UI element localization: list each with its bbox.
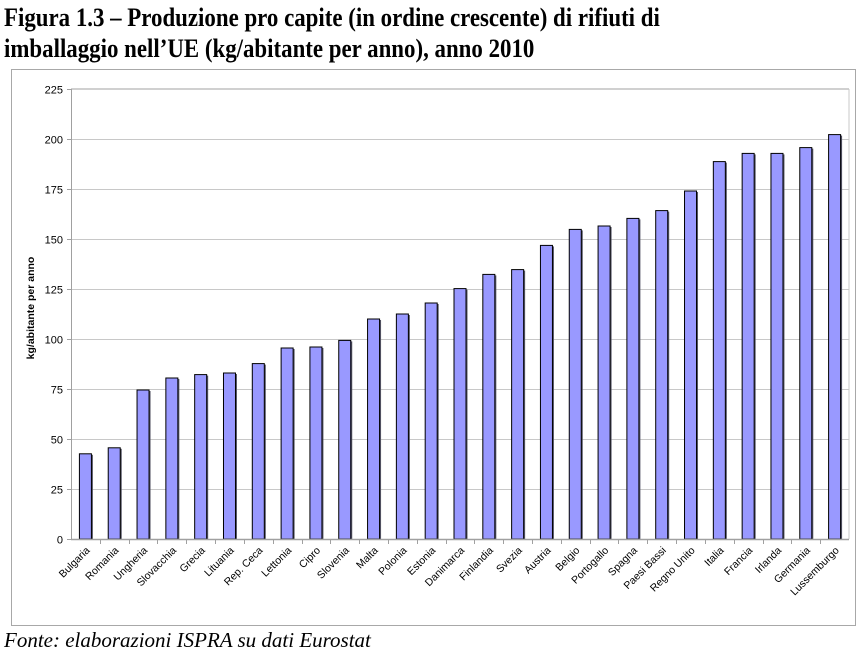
y-tick-label: 75 (51, 385, 63, 397)
bar (655, 210, 669, 540)
bar-polonia (395, 313, 410, 540)
bar-regno-unito (684, 190, 699, 540)
bar-malta (367, 318, 382, 540)
bar (222, 372, 236, 540)
bar-ungheria (136, 389, 151, 540)
bar (395, 313, 409, 540)
y-tick-label: 50 (51, 435, 63, 447)
bar-svezia (511, 269, 526, 540)
bar-spagna (626, 217, 641, 540)
bar-cipro (309, 346, 324, 540)
bar (799, 147, 813, 540)
bar-francia (741, 152, 756, 540)
bar-paesi-bassi (655, 210, 670, 540)
bar (309, 346, 323, 540)
bar-romania (107, 447, 122, 540)
bar-austria (539, 244, 554, 540)
bar (280, 347, 294, 540)
x-tick-label: Malta (354, 545, 381, 572)
bar (828, 134, 842, 540)
bar-slovacchia (165, 377, 180, 540)
figure-title-line-1: Figura 1.3 – Produzione pro capite (in o… (4, 3, 660, 32)
y-tick-label: 125 (45, 285, 63, 297)
bar (367, 318, 381, 540)
y-axis-label: kg/abitante per anno (25, 257, 37, 360)
x-tick-label: Slovenia (315, 545, 352, 582)
bar (251, 363, 265, 540)
bar (741, 152, 755, 540)
figure-title-line-2: imballaggio nell’UE (kg/abitante per ann… (4, 34, 535, 63)
x-axis-labels: BulgariaRomaniaUngheriaSlovacchiaGreciaL… (57, 545, 842, 599)
bar (770, 152, 784, 540)
y-tick-label: 25 (51, 485, 63, 497)
y-tick-label: 150 (45, 235, 63, 247)
bar-finlandia (482, 273, 497, 540)
bar-germania (799, 147, 814, 540)
bar-rep-ceca (251, 363, 266, 540)
y-tick-label: 175 (45, 185, 63, 197)
bar (78, 453, 92, 540)
bar (424, 302, 438, 540)
x-tick-label: Austria (522, 545, 554, 577)
x-tick-label: Lettonia (259, 545, 294, 580)
bar-danimarca (453, 288, 468, 540)
bar (107, 447, 121, 540)
bar-lussemburgo (828, 134, 843, 540)
bars (78, 134, 843, 540)
x-tick-label: Italia (702, 545, 726, 569)
bar-italia (712, 161, 727, 540)
bar (539, 244, 553, 540)
bar-portogallo (597, 225, 612, 540)
x-axis-ticks (71, 538, 849, 544)
bar-irlanda (770, 152, 785, 540)
bar-lettonia (280, 347, 295, 540)
bar (338, 339, 352, 540)
bar-belgio (568, 228, 583, 540)
y-tick-label: 225 (45, 85, 63, 97)
y-tick-label: 200 (45, 135, 63, 147)
bar-bulgaria (78, 453, 93, 540)
x-tick-label: Polonia (376, 545, 409, 578)
bar-slovenia (338, 339, 353, 540)
source-note: Fonte: elaborazioni ISPRA su dati Eurost… (4, 628, 371, 652)
bar (165, 377, 179, 540)
bar (511, 269, 525, 540)
bar (597, 225, 611, 540)
bar (136, 389, 150, 540)
bar-lituania (222, 372, 237, 540)
x-tick-label: Francia (722, 545, 755, 578)
bar (568, 228, 582, 540)
bar (684, 190, 698, 540)
bar (194, 374, 208, 540)
bar (626, 217, 640, 540)
bar-grecia (194, 374, 209, 540)
bar (482, 273, 496, 540)
y-tick-label: 100 (45, 335, 63, 347)
bar (712, 161, 726, 540)
y-tick-label: 0 (57, 535, 63, 547)
x-tick-label: Svezia (494, 545, 525, 576)
bar (453, 288, 467, 540)
figure-title: Figura 1.3 – Produzione pro capite (in o… (4, 2, 859, 64)
chart-frame (11, 69, 856, 626)
x-tick-label: Cipro (297, 545, 323, 571)
y-axis-ticks: 0 25 50 75 100 125 150 175 200 225 (45, 85, 72, 547)
bar-estonia (424, 302, 439, 540)
